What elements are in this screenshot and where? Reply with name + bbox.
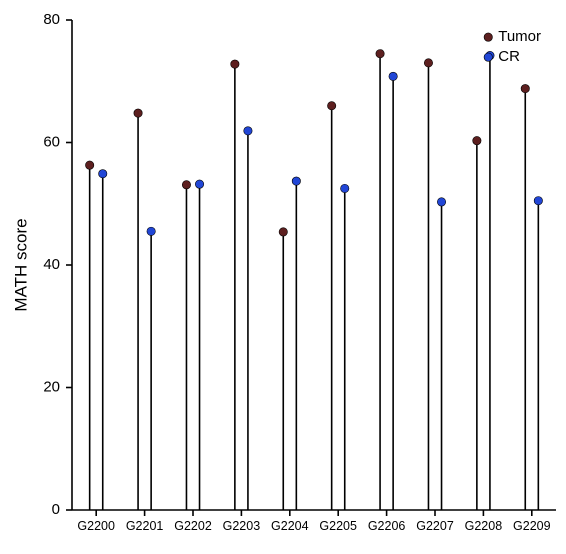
cr-marker [195, 180, 203, 188]
cr-marker [244, 127, 252, 135]
tumor-marker [376, 49, 384, 57]
cr-marker [437, 198, 445, 206]
legend-label: CR [498, 48, 520, 65]
cr-marker [389, 72, 397, 80]
cr-marker [292, 177, 300, 185]
cr-marker [99, 170, 107, 178]
y-tick-label: 60 [43, 133, 60, 150]
x-tick-label: G2204 [271, 519, 309, 533]
x-tick-label: G2200 [77, 519, 115, 533]
legend-marker [484, 33, 492, 41]
math-score-chart: 0 20 40 60 80 MATH score G2200 G2201 G2202 G2203 G… [0, 0, 566, 554]
y-axis-label: MATH score [11, 218, 30, 311]
y-tick-label: 20 [43, 378, 60, 395]
x-tick-label: G2207 [416, 519, 454, 533]
tumor-marker [473, 136, 481, 144]
tumor-marker [521, 84, 529, 92]
legend-marker [484, 53, 492, 61]
tumor-marker [424, 59, 432, 67]
tumor-marker [327, 102, 335, 110]
legend-label: Tumor [498, 28, 541, 45]
x-tick-label: G2203 [223, 519, 261, 533]
tumor-marker [279, 228, 287, 236]
tumor-marker [231, 60, 239, 68]
x-tick-label: G2209 [513, 519, 551, 533]
x-tick-label: G2205 [319, 519, 357, 533]
y-tick-label: 0 [52, 501, 60, 518]
cr-marker [147, 227, 155, 235]
cr-marker [341, 184, 349, 192]
x-tick-label: G2202 [174, 519, 212, 533]
x-tick-label: G2208 [465, 519, 503, 533]
x-tick-label: G2201 [126, 519, 164, 533]
y-tick-label: 40 [43, 256, 60, 273]
x-tick-label: G2206 [368, 519, 406, 533]
tumor-marker [85, 161, 93, 169]
tumor-marker [182, 181, 190, 189]
cr-marker [534, 196, 542, 204]
tumor-marker [134, 109, 142, 117]
y-tick-label: 80 [43, 11, 60, 28]
